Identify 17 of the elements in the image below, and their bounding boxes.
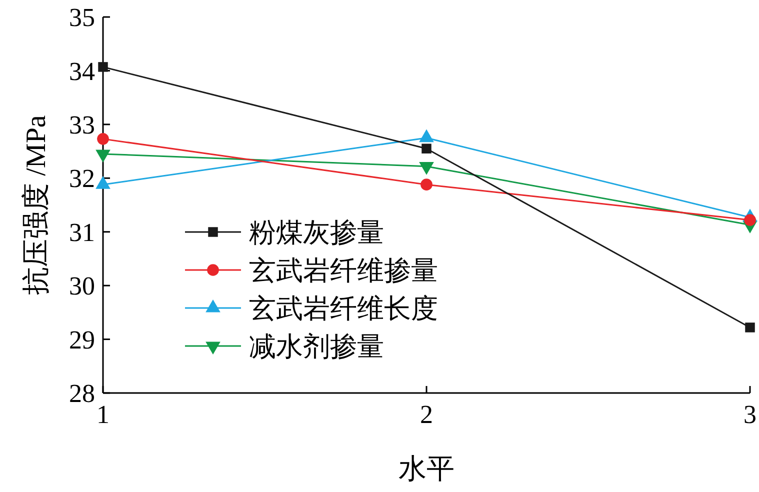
- x-tick-label: 3: [744, 400, 756, 429]
- legend-label: 玄武岩纤维掺量: [249, 255, 438, 286]
- y-tick-label: 32: [69, 164, 95, 194]
- y-tick-label: 29: [69, 325, 95, 354]
- legend-label: 玄武岩纤维长度: [249, 293, 438, 324]
- y-tick-label: 31: [69, 218, 95, 247]
- y-axis-title: 抗压强度 /MPa: [21, 114, 52, 295]
- y-tick-label: 35: [69, 3, 95, 32]
- y-tick-label: 34: [69, 56, 95, 86]
- x-tick-label: 2: [420, 400, 433, 429]
- y-tick-label: 33: [69, 110, 95, 140]
- x-tick-label: 1: [96, 400, 110, 429]
- legend-label: 粉煤灰掺量: [249, 217, 384, 248]
- y-tick-label: 28: [69, 379, 95, 408]
- y-tick-label: 30: [69, 272, 95, 301]
- legend-label: 减水剂掺量: [249, 331, 384, 362]
- x-axis-title: 水平: [398, 454, 454, 485]
